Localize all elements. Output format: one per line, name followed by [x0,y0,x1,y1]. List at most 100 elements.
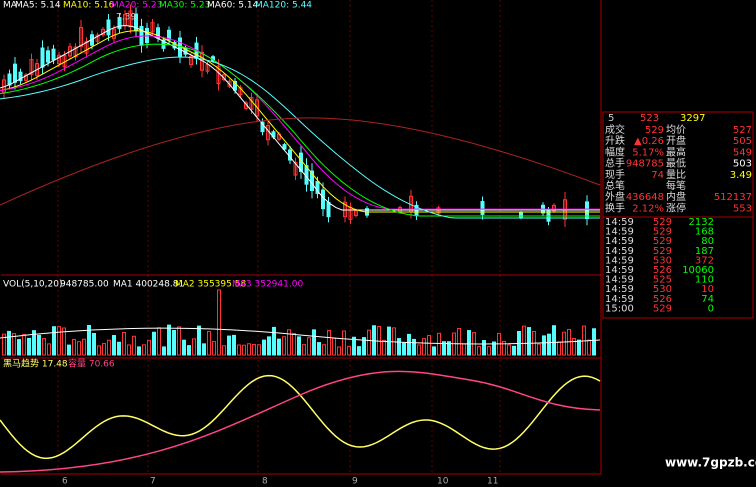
volume-bar [447,341,451,356]
volume-bar [262,339,266,356]
candle-body [326,202,331,218]
ma-line [0,43,600,217]
volume-bar [307,337,311,356]
volume-bar [112,335,116,356]
ma-line [0,117,601,206]
quote-label: 涨停 [666,201,686,214]
ma-legend: MA60: 5.14 [207,1,259,11]
volume-bar [197,325,201,356]
candle-body [29,59,34,75]
volume-bar [542,335,546,356]
quote-value: 2.12% [632,203,664,214]
volume-bar [152,331,156,356]
candle-body [7,73,12,86]
quote-value: ▲0.26 [634,136,664,147]
volume-bar [202,343,206,356]
candle-body [106,19,111,36]
quote-panel [602,111,754,319]
volume-bar [577,339,581,356]
volume-bar [327,329,331,356]
volume-bar [337,346,341,356]
quote-label: 量比 [666,169,686,181]
volume-bar [347,345,351,356]
volume-bar [587,339,591,356]
tick-time: 14:59 [605,294,634,305]
tick-price: 526 [653,265,672,276]
ma-legend: MA10: 5.16 [63,1,115,11]
quote-value: 74 [651,170,664,181]
tick-time: 14:59 [605,227,634,238]
volume-bar [32,330,36,356]
volume-bar [292,332,296,356]
quote-label: 总笔 [605,179,625,192]
volume-legend: MA2 355395.58 [175,280,246,290]
volume-bar [482,340,486,356]
ma-line [0,56,600,219]
quote-header: 3297 [680,113,705,124]
volume-bar [117,341,121,356]
candle-body [354,210,358,216]
volume-bar [432,346,436,356]
quote-value: 436648 [626,192,664,203]
peak-label: 7.39 [116,13,136,23]
tick-volume: 187 [695,246,714,257]
volume-bar [502,340,506,356]
volume-ma [0,327,601,345]
volume-bar [212,341,216,356]
candle-body [95,34,100,42]
volume-bar [322,344,326,356]
volume-bar [12,333,16,356]
volume-bar [402,342,406,356]
indicator-line [0,370,601,473]
tick-volume: 74 [701,294,714,305]
tick-time: 14:59 [605,236,634,247]
candle-body [260,121,265,133]
tick-price: 529 [653,236,672,247]
quote-label: 内盘 [666,190,686,203]
volume-bar [522,325,526,356]
volume-bar [242,344,246,356]
candle-body [46,50,50,63]
candle-body [73,46,78,58]
chart-decor [0,0,601,474]
volume-bar [247,343,251,356]
volume-bar [367,329,371,356]
volume-bar [57,326,61,356]
candle-body [51,48,56,61]
volume-bar [312,329,316,356]
candle-body [167,29,171,41]
ma-legend: MA20: 5.23 [111,1,162,11]
candle-body [18,71,23,82]
tick-time: 14:59 [605,217,634,228]
quote-header: 523 [640,113,659,124]
volume-legend: 948785.00 [60,280,109,290]
volume-bar [97,345,101,356]
quote-value: 3.49 [730,170,752,181]
volume-bar [107,339,111,356]
volume-bar [272,326,276,356]
quote-label: 现手 [605,168,625,181]
volume-bar [77,341,81,356]
candle-body [282,144,287,150]
volume-bar [142,344,146,356]
volume-bar [562,331,566,356]
volume-bar [407,333,411,356]
candle-body [189,55,193,66]
candle-body [84,41,89,54]
volume-bar [442,341,446,356]
quote-value: 512137 [714,192,752,203]
tick-price: 529 [653,303,672,314]
quote-label: 最低 [666,157,686,170]
candle-body [255,99,259,117]
quote-label: 最高 [666,145,686,158]
volume-bar [257,344,261,356]
volume-bar [527,327,531,356]
candle-body [293,162,298,176]
tick-volume: 2132 [689,217,714,228]
volume-bar [287,329,291,356]
volume-bar [512,345,516,356]
volume-bar [222,345,226,356]
volume-bar [167,324,171,356]
volume-bar [87,324,91,356]
